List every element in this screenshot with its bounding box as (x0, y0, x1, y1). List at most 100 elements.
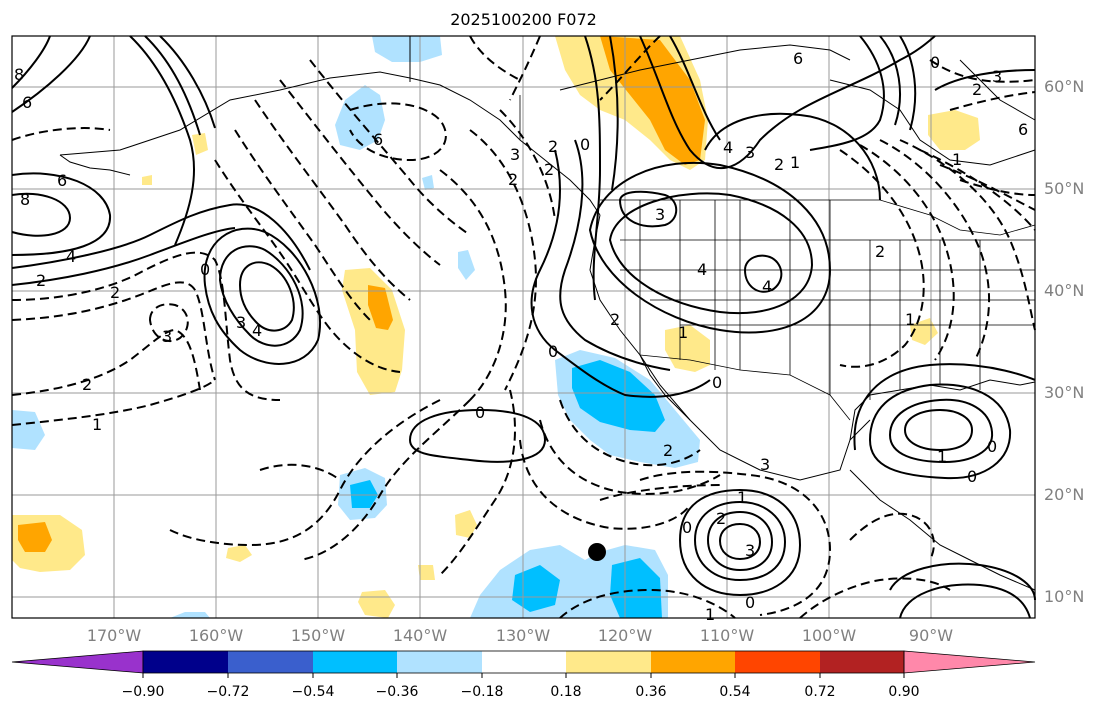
contour-label: 1 (905, 310, 915, 329)
lon-label: 100°W (801, 626, 857, 645)
contour-label: 3 (510, 145, 520, 164)
shade-pos-small-2 (226, 545, 252, 562)
contour-label: 0 (682, 518, 692, 537)
contour-label: 0 (200, 260, 210, 279)
coast-central-am (849, 469, 1036, 591)
contour-tropical-low-3 (706, 510, 774, 572)
contour-label: 2 (508, 170, 518, 189)
dash-pacific-south-2 (299, 399, 471, 561)
states-cols (639, 200, 981, 400)
contour-label: 3 (992, 67, 1002, 86)
dash-east-us-d (899, 139, 1036, 331)
dash-arctic-top-2 (509, 35, 541, 101)
shade-pos-small-1 (455, 510, 477, 538)
contour-north-curves-a (639, 35, 936, 169)
contour-label: 6 (22, 93, 32, 112)
shade-neg-tropics-south-core-b (610, 558, 662, 618)
coast-hudson (829, 79, 1036, 166)
contour-north-curves-d (879, 35, 901, 126)
colorbar-segment (143, 651, 228, 673)
dash-west-mex-0 (519, 439, 691, 530)
colorbar (11, 650, 1036, 678)
contour-gulf-high (868, 383, 1012, 480)
contour-ridge-4b (203, 227, 321, 365)
dashed-contours (11, 35, 1036, 619)
contour-label: 2 (610, 310, 620, 329)
dash-trough-nw-b (234, 129, 371, 321)
contour-ridge-west-us-4 (618, 190, 678, 228)
contour-trough-north-3 (159, 35, 216, 129)
contour-low-west-2 (11, 227, 236, 286)
dash-trough-nw-a (214, 159, 401, 373)
shade-pos-baja (665, 325, 710, 372)
contour-label: 0 (930, 53, 940, 72)
dash-west-mex-1 (539, 419, 721, 495)
colorbar-tick-label: 0.90 (888, 684, 920, 700)
dash-tropical-outer-2 (599, 484, 721, 501)
dash-trough-small (148, 303, 189, 343)
contour-west-coast-2 (584, 35, 602, 301)
contour-west-coast-0 (530, 149, 711, 398)
dash-east-us-e (919, 149, 1036, 231)
lon-label: 150°W (290, 626, 346, 645)
colorbar-tick-label: 0.54 (719, 684, 751, 700)
contour-ridge-west-us-4b (743, 254, 783, 293)
contour-label: 6 (373, 130, 383, 149)
contour-label: 1 (937, 447, 947, 466)
contour-label: 8 (20, 190, 30, 209)
coast-arctic (559, 44, 851, 91)
shade-pos-small-5 (192, 133, 208, 155)
contour-canada-east (934, 69, 1036, 91)
shade-pos-small-4 (418, 565, 435, 580)
contour-label: 2 (716, 509, 726, 528)
dash-trough-nw-c (254, 99, 411, 301)
dash-trough-west-4 (11, 379, 216, 426)
contour-label: 6 (793, 49, 803, 68)
lat-label: 40°N (1044, 281, 1085, 300)
dash-tropical-outer (639, 470, 832, 616)
colorbar-extend-low (11, 650, 144, 674)
contour-label: 4 (697, 260, 707, 279)
shade-pos-hawaii-west-core (18, 522, 52, 552)
colorbar-extend-high (903, 650, 1036, 674)
contour-label: 4 (762, 277, 772, 296)
contour-label: 3 (745, 143, 755, 162)
contour-top-left-2 (11, 35, 91, 113)
solid-contours (11, 35, 1036, 619)
borders (519, 95, 1036, 421)
lon-label: 110°W (699, 626, 755, 645)
dash-pacific-center (439, 389, 516, 576)
dash-east-us-c (879, 139, 990, 361)
colorbar-segment (820, 651, 904, 673)
contour-west-coast-1 (559, 139, 671, 371)
contour-tropical-low-4 (718, 522, 762, 561)
contour-label: 3 (745, 541, 755, 560)
colorbar-tick-label: 0.18 (550, 684, 582, 700)
dash-west-mex-2 (559, 399, 701, 467)
gridlines (12, 36, 1035, 618)
shade-pos-pacific-40-core (368, 285, 393, 330)
contour-label: 2 (36, 271, 46, 290)
shade-neg-small-c (170, 612, 210, 618)
dash-hawaii-area (259, 463, 341, 481)
colorbar-ticks (142, 673, 905, 678)
states-row-1 (620, 239, 1035, 326)
colorbar-segment (397, 651, 482, 673)
shade-pos-pacific-40 (342, 268, 405, 395)
shade-pos-canada-east (928, 110, 980, 150)
colorbar-segment (651, 651, 735, 673)
contour-label: 0 (745, 593, 755, 612)
contour-tropical-low-outer (678, 488, 802, 597)
storm-marker-dot (588, 543, 606, 561)
contour-trough-north-2 (144, 35, 201, 136)
dash-east-us-g (959, 179, 1036, 196)
contour-label: 2 (548, 137, 558, 156)
dash-trough-nw-d (279, 79, 441, 266)
colorbar-tick-label: −0.54 (291, 684, 335, 700)
colorbar-frame (142, 650, 905, 674)
dash-trough-west-3 (11, 328, 201, 396)
shade-neg-hawaii-core (350, 480, 378, 508)
contour-label: 1 (92, 415, 102, 434)
contour-label: 2 (774, 155, 784, 174)
lat-label: 20°N (1044, 485, 1085, 504)
